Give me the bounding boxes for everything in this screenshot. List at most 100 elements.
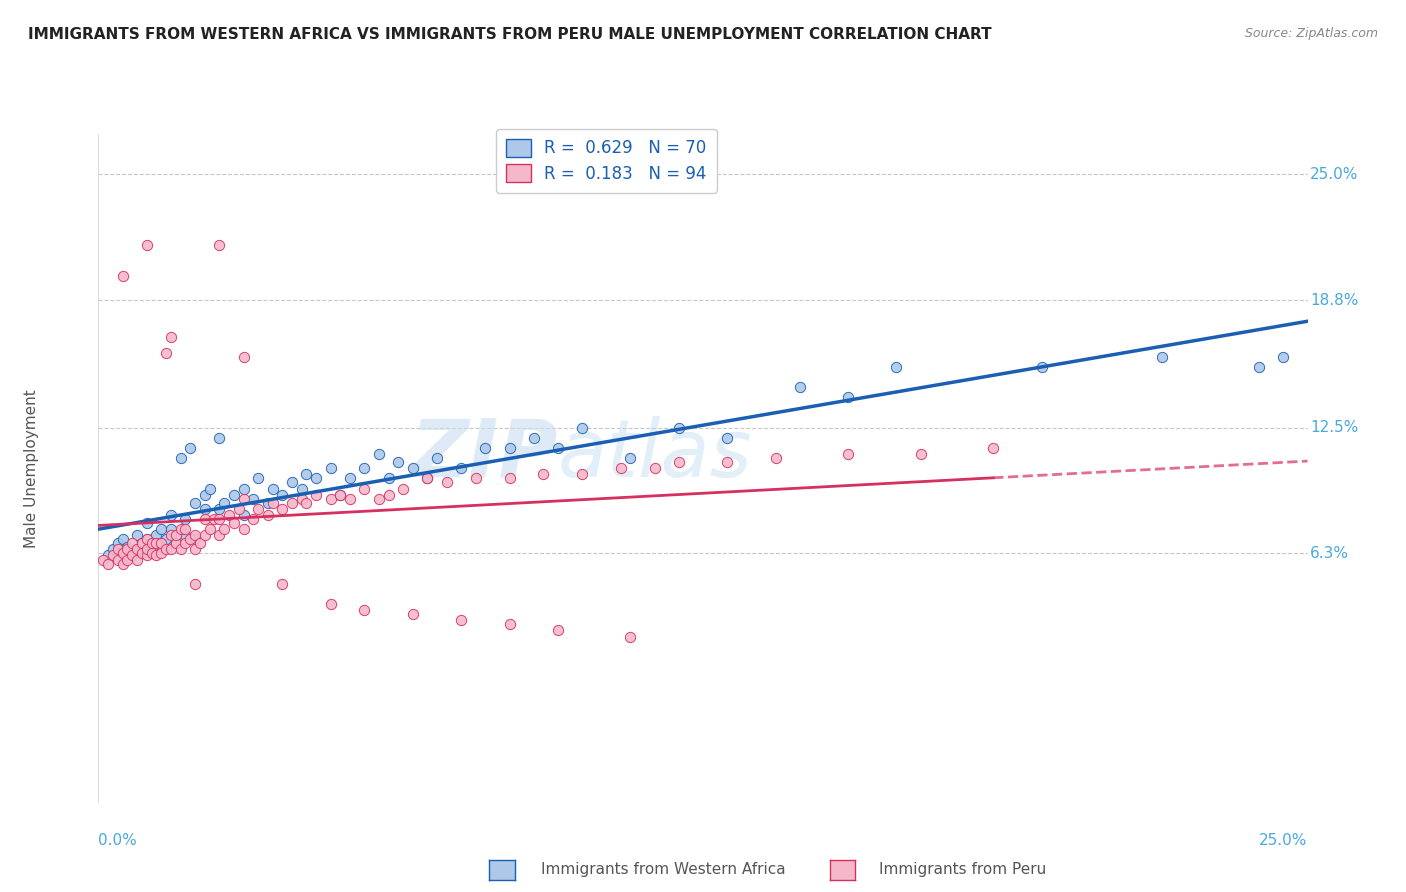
- Point: [111, 546, 134, 560]
- Point: [131, 546, 153, 560]
- Point: [910, 447, 932, 461]
- Point: [165, 536, 187, 550]
- Point: [271, 501, 294, 516]
- Point: [353, 482, 375, 496]
- Point: [1249, 359, 1271, 374]
- Point: [305, 471, 328, 485]
- Point: [198, 482, 221, 496]
- Point: [169, 542, 191, 557]
- Point: [450, 461, 472, 475]
- Point: [184, 496, 207, 510]
- Point: [194, 501, 217, 516]
- Point: [160, 528, 183, 542]
- Point: [188, 536, 211, 550]
- Point: [256, 496, 278, 510]
- Point: [111, 268, 134, 283]
- Point: [150, 546, 173, 560]
- Point: [131, 536, 153, 550]
- Point: [498, 617, 520, 632]
- Text: 0.0%: 0.0%: [98, 833, 138, 848]
- Point: [1272, 350, 1295, 364]
- Point: [131, 536, 153, 550]
- Point: [107, 552, 129, 566]
- Point: [184, 533, 207, 547]
- Point: [141, 542, 163, 557]
- Point: [212, 496, 235, 510]
- Point: [101, 542, 124, 557]
- Text: 18.8%: 18.8%: [1310, 293, 1358, 308]
- Point: [295, 467, 318, 482]
- Point: [716, 431, 738, 445]
- Point: [204, 512, 226, 526]
- Point: [837, 390, 859, 404]
- Point: [232, 508, 254, 522]
- Point: [117, 542, 139, 557]
- Point: [547, 624, 569, 638]
- Point: [141, 546, 163, 560]
- Point: [1031, 359, 1053, 374]
- Point: [145, 528, 167, 542]
- Point: [218, 508, 240, 522]
- Point: [174, 512, 197, 526]
- Text: Male Unemployment: Male Unemployment: [24, 389, 39, 548]
- Point: [97, 549, 120, 563]
- Point: [121, 536, 143, 550]
- Point: [135, 542, 157, 557]
- Text: Source: ZipAtlas.com: Source: ZipAtlas.com: [1244, 27, 1378, 40]
- Point: [169, 522, 191, 536]
- Point: [377, 471, 399, 485]
- Point: [464, 471, 486, 485]
- Point: [212, 522, 235, 536]
- Point: [531, 467, 554, 482]
- Point: [135, 238, 157, 252]
- Point: [165, 536, 187, 550]
- Point: [135, 533, 157, 547]
- Point: [290, 491, 312, 506]
- Point: [107, 536, 129, 550]
- Point: [169, 451, 191, 466]
- Point: [194, 528, 217, 542]
- Point: [426, 451, 449, 466]
- Point: [111, 557, 134, 571]
- Point: [668, 421, 690, 435]
- Point: [610, 461, 633, 475]
- Point: [232, 482, 254, 496]
- Point: [121, 546, 143, 560]
- Point: [194, 488, 217, 502]
- Point: [281, 475, 304, 490]
- Point: [498, 471, 520, 485]
- Point: [262, 482, 284, 496]
- Point: [547, 441, 569, 455]
- Point: [242, 512, 264, 526]
- Point: [117, 552, 139, 566]
- Point: [305, 488, 328, 502]
- Point: [198, 522, 221, 536]
- Point: [353, 603, 375, 617]
- Point: [339, 471, 361, 485]
- Point: [290, 482, 312, 496]
- Point: [145, 536, 167, 550]
- Point: [668, 455, 690, 469]
- Point: [319, 597, 342, 611]
- Point: [184, 577, 207, 591]
- Point: [319, 461, 342, 475]
- Point: [450, 613, 472, 627]
- Point: [160, 542, 183, 557]
- Text: ZIP: ZIP: [411, 416, 558, 494]
- Text: IMMIGRANTS FROM WESTERN AFRICA VS IMMIGRANTS FROM PERU MALE UNEMPLOYMENT CORRELA: IMMIGRANTS FROM WESTERN AFRICA VS IMMIGR…: [28, 27, 991, 42]
- Point: [256, 508, 278, 522]
- Point: [208, 431, 231, 445]
- Text: 6.3%: 6.3%: [1310, 546, 1348, 561]
- Point: [165, 528, 187, 542]
- Point: [416, 471, 439, 485]
- Point: [91, 552, 114, 566]
- Point: [155, 345, 177, 359]
- Point: [101, 549, 124, 563]
- Point: [184, 542, 207, 557]
- Point: [127, 542, 149, 557]
- Point: [571, 421, 593, 435]
- Point: [160, 508, 183, 522]
- Point: [295, 496, 318, 510]
- Point: [644, 461, 666, 475]
- Point: [837, 447, 859, 461]
